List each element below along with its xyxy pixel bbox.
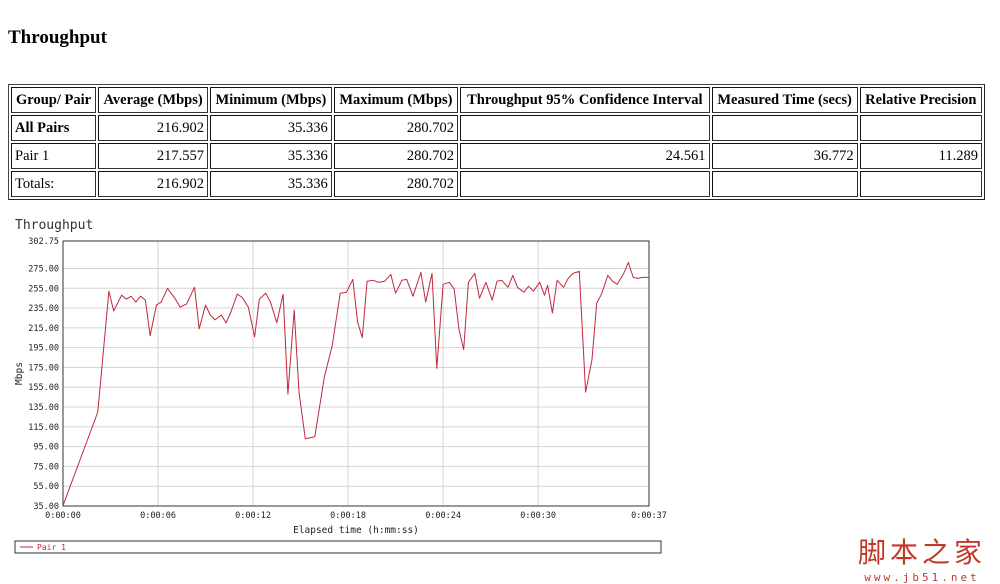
header-minimum: Minimum (Mbps) xyxy=(210,87,332,113)
confidence-interval-cell xyxy=(460,115,710,141)
legend-box xyxy=(14,540,662,554)
y-tick-label: 175.00 xyxy=(28,363,59,373)
table-header-row: Group/ Pair Average (Mbps) Minimum (Mbps… xyxy=(11,87,982,113)
measured-time-cell: 36.772 xyxy=(711,143,858,169)
x-tick-label: 0:00:00 xyxy=(45,511,81,521)
maximum-cell: 280.702 xyxy=(333,115,459,141)
throughput-chart: Throughput 35.00 55.00 75.00 95.00 115.00 135.… xyxy=(0,205,700,565)
confidence-interval-cell xyxy=(460,171,710,197)
x-axis-label: Elapsed time (h:mm:ss) xyxy=(293,525,419,536)
plot-frame xyxy=(62,240,650,507)
page-title: Throughput xyxy=(8,27,107,48)
header-confidence-interval: Throughput 95% Confidence Interval xyxy=(460,87,710,113)
table-row: Pair 1 217.557 35.336 280.702 24.561 36.… xyxy=(11,143,982,169)
minimum-cell: 35.336 xyxy=(210,143,332,169)
table-row: All Pairs 216.902 35.336 280.702 xyxy=(11,115,982,141)
watermark: 脚本之家 www.jb51.net xyxy=(858,531,986,584)
y-tick-label: 275.00 xyxy=(28,264,59,274)
x-tick-label: 0:00:37 xyxy=(631,511,667,521)
header-measured-time: Measured Time (secs) xyxy=(711,87,858,113)
maximum-cell: 280.702 xyxy=(333,143,459,169)
y-tick-label: 115.00 xyxy=(28,423,59,433)
minimum-cell: 35.336 xyxy=(210,115,332,141)
y-tick-label: 215.00 xyxy=(28,324,59,334)
header-maximum: Maximum (Mbps) xyxy=(333,87,459,113)
header-group-pair: Group/ Pair xyxy=(11,87,97,113)
y-tick-label: 95.00 xyxy=(33,443,59,453)
average-cell: 217.557 xyxy=(98,143,209,169)
chart-svg: Throughput 35.00 55.00 75.00 95.00 115.00 135.… xyxy=(14,218,667,554)
series-line-pair-1 xyxy=(62,262,649,506)
y-tick-label: 55.00 xyxy=(33,482,59,492)
relative-precision-cell xyxy=(859,171,982,197)
watermark-logo: 脚本之家 xyxy=(857,536,986,569)
y-tick-label: 135.00 xyxy=(28,403,59,413)
x-tick-label: 0:00:30 xyxy=(520,511,556,521)
watermark-url: www.jb51.net xyxy=(864,571,980,584)
y-tick-label: 155.00 xyxy=(28,383,59,393)
confidence-interval-cell: 24.561 xyxy=(460,143,710,169)
y-tick-label: 235.00 xyxy=(28,304,59,314)
measured-time-cell xyxy=(711,171,858,197)
row-label: Pair 1 xyxy=(11,143,97,169)
y-tick-label: 302.75 xyxy=(28,237,59,247)
y-tick-label: 35.00 xyxy=(33,502,59,512)
header-average: Average (Mbps) xyxy=(98,87,209,113)
table-row: Totals: 216.902 35.336 280.702 xyxy=(11,171,982,197)
y-axis-label: Mbps xyxy=(14,362,25,385)
average-cell: 216.902 xyxy=(98,115,209,141)
x-tick-label: 0:00:06 xyxy=(140,511,176,521)
y-tick-label: 75.00 xyxy=(33,462,59,472)
x-tick-label: 0:00:24 xyxy=(425,511,461,521)
minimum-cell: 35.336 xyxy=(210,171,332,197)
y-tick-label: 255.00 xyxy=(28,284,59,294)
legend-label-pair-1: Pair 1 xyxy=(37,543,66,552)
row-label: Totals: xyxy=(11,171,97,197)
chart-title: Throughput xyxy=(15,218,93,233)
throughput-table: Group/ Pair Average (Mbps) Minimum (Mbps… xyxy=(8,84,985,200)
y-tick-label: 195.00 xyxy=(28,344,59,354)
x-tick-label: 0:00:12 xyxy=(235,511,271,521)
average-cell: 216.902 xyxy=(98,171,209,197)
maximum-cell: 280.702 xyxy=(333,171,459,197)
relative-precision-cell xyxy=(859,115,982,141)
x-tick-label: 0:00:18 xyxy=(330,511,366,521)
header-relative-precision: Relative Precision xyxy=(859,87,982,113)
relative-precision-cell: 11.289 xyxy=(859,143,982,169)
row-label: All Pairs xyxy=(11,115,97,141)
measured-time-cell xyxy=(711,115,858,141)
